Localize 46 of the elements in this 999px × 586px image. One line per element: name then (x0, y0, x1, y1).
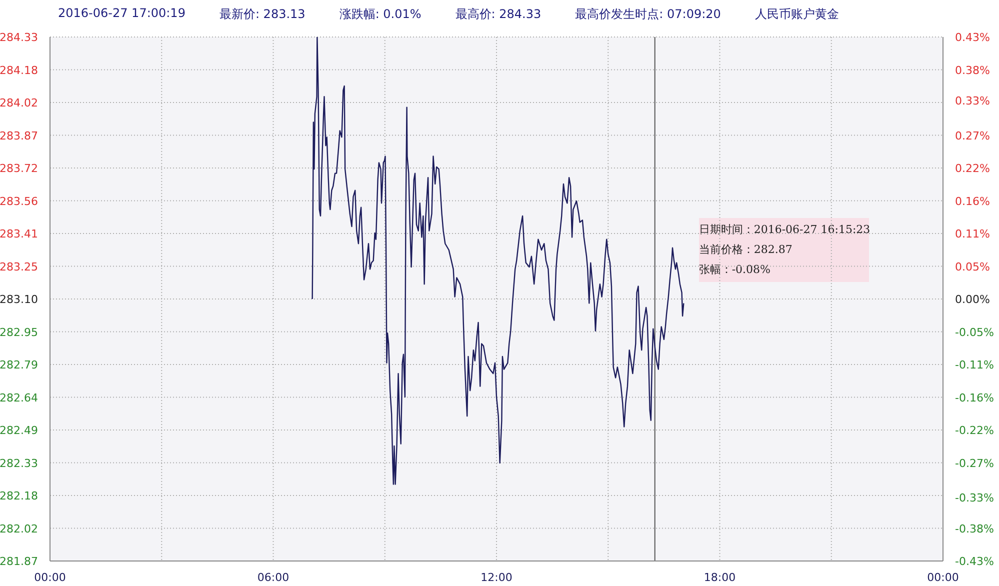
y2-tick-label: 0.00% (955, 293, 990, 306)
y-tick-label: 282.95 (0, 326, 38, 339)
y2-tick-label: -0.05% (955, 326, 994, 339)
line-series (312, 37, 684, 485)
y2-tick-label: 0.11% (955, 228, 990, 240)
text: 最高价发生时点: 07:09:20 (575, 6, 721, 23)
text: 2016-06-27 17:00:19 (58, 6, 186, 22)
y2-tick-label: 0.22% (955, 162, 990, 175)
y-tick-label: 284.18 (0, 64, 38, 77)
y2-tick-label: -0.27% (955, 456, 994, 470)
y-tick-label: 284.33 (0, 31, 38, 44)
y2-tick-label: -0.33% (955, 492, 994, 505)
y2-tick-label: -0.16% (955, 391, 994, 404)
y-tick-label: 282.33 (0, 456, 38, 470)
x-tick-label: 00:00 (34, 571, 66, 584)
y2-tick-label: -0.22% (955, 424, 994, 437)
y-tick-label: 283.41 (0, 228, 38, 240)
y2-tick-label: -0.43% (955, 555, 994, 568)
x-tick-label: 06:00 (257, 571, 290, 584)
y-tick-label: 281.87 (0, 555, 38, 568)
y-tick-label: 283.25 (0, 260, 38, 274)
y-tick-label: 284.02 (0, 96, 38, 110)
y2-tick-label: 0.33% (955, 94, 990, 108)
y2-tick-label: 0.16% (955, 194, 990, 208)
y2-tick-label: -0.38% (955, 522, 994, 536)
x-tick-label: 18:00 (704, 571, 736, 584)
text: 最高价: 284.33 (455, 6, 542, 23)
x-tick-label: 00:00 (927, 571, 959, 584)
y-tick-label: 282.18 (0, 490, 38, 502)
y2-tick-label: -0.11% (955, 358, 994, 372)
y2-tick-label: 0.05% (955, 260, 990, 274)
y-tick-label: 283.87 (0, 129, 38, 142)
text: 最新价: 283.13 (219, 6, 306, 23)
y2-tick-label: 0.38% (955, 64, 990, 77)
y-tick-label: 282.64 (0, 391, 38, 404)
y-tick-label: 282.79 (0, 358, 38, 372)
y-tick-label: 283.56 (0, 194, 38, 208)
y2-tick-label: 0.43% (955, 31, 990, 44)
y-tick-label: 283.72 (0, 162, 38, 175)
y2-tick-label: 0.27% (955, 129, 990, 142)
y-tick-label: 283.10 (0, 293, 38, 306)
chart-title: 人民币账户黄金 (754, 6, 839, 23)
x-tick-label: 12:00 (480, 571, 512, 584)
y-tick-label: 282.49 (0, 424, 38, 437)
y-tick-label: 282.02 (0, 522, 38, 536)
text: 涨跌幅: 0.01% (339, 6, 422, 23)
